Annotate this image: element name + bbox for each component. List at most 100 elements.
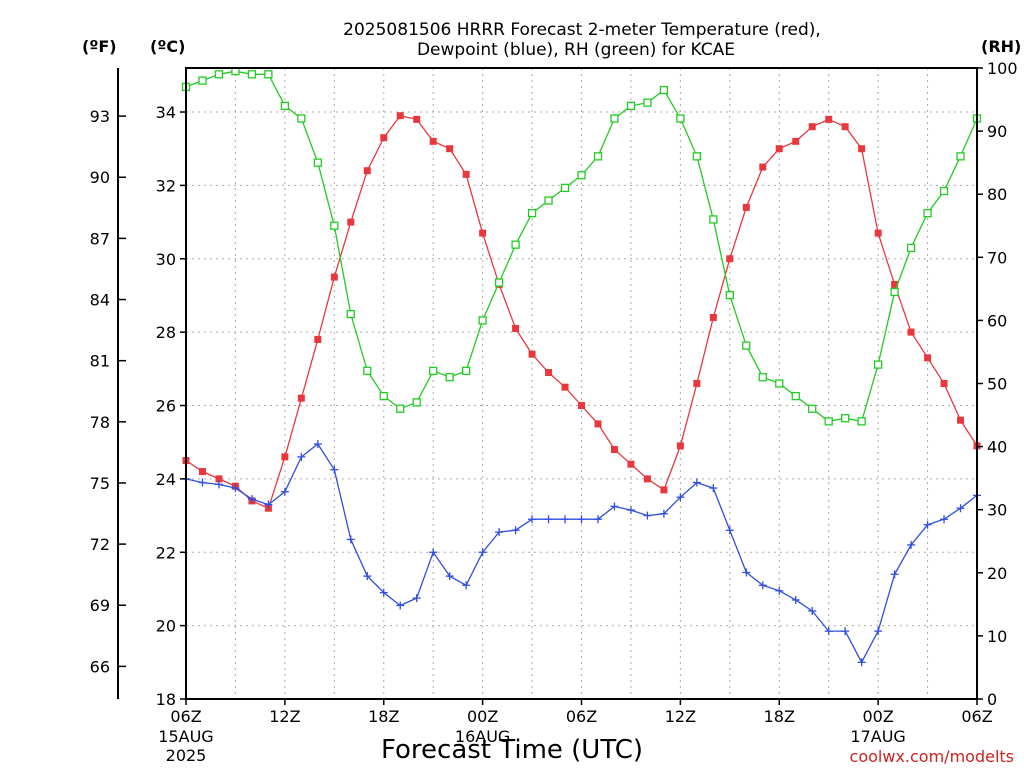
dewpoint-point xyxy=(528,515,537,524)
temperature-point xyxy=(198,468,206,476)
dewpoint-point xyxy=(363,572,372,581)
temperature-point xyxy=(808,123,816,131)
celsius-tick-label: 22 xyxy=(156,543,176,562)
temperature-point xyxy=(578,402,585,410)
dewpoint-point xyxy=(824,627,833,636)
temperature-point xyxy=(363,167,371,175)
dewpoint-point xyxy=(758,581,767,590)
dewpoint-point xyxy=(841,627,850,636)
rh-point xyxy=(643,98,652,107)
fahrenheit-tick-label: 66 xyxy=(90,657,110,676)
dewpoint-point xyxy=(462,581,471,590)
temperature-point xyxy=(528,350,536,358)
dewpoint-point xyxy=(956,504,965,513)
dewpoint-point xyxy=(214,480,223,489)
rh-point xyxy=(808,404,817,413)
temperature-point xyxy=(561,383,569,391)
rh-point xyxy=(659,85,669,95)
celsius-tick-label: 32 xyxy=(156,176,176,195)
celsius-tick-label: 28 xyxy=(156,323,176,342)
dewpoint-point xyxy=(610,502,619,511)
rh-point xyxy=(396,404,405,413)
temperature-point xyxy=(742,203,750,211)
dewpoint-point xyxy=(692,478,701,487)
rh-point xyxy=(461,366,471,376)
rh-tick-label: 90 xyxy=(987,122,1007,141)
fahrenheit-tick-label: 93 xyxy=(90,107,110,126)
rh-point xyxy=(280,101,290,111)
temperature-point xyxy=(775,145,783,153)
chart-title-line-1: 2025081506 HRRR Forecast 2-meter Tempera… xyxy=(343,20,821,40)
rh-point xyxy=(906,243,916,252)
rh-point xyxy=(956,152,965,161)
dewpoint-point xyxy=(495,528,504,537)
rh-point xyxy=(890,287,899,297)
rh-point xyxy=(445,373,454,382)
temperature-point xyxy=(940,380,948,387)
dewpoint-point xyxy=(511,526,520,535)
x-tick-label: 12Z xyxy=(665,707,696,726)
temperature-point xyxy=(660,486,668,494)
celsius-tick-label: 34 xyxy=(156,103,176,122)
fahrenheit-axis-unit: (ºF) xyxy=(82,37,117,56)
rh-point xyxy=(923,208,932,218)
rh-point xyxy=(742,341,751,350)
dewpoint-point xyxy=(396,601,405,610)
temperature-point xyxy=(314,335,322,343)
rh-point xyxy=(494,278,504,287)
temperature-point xyxy=(726,255,734,263)
fahrenheit-tick-label: 69 xyxy=(90,596,110,615)
x-tick-label: 18Z xyxy=(764,707,795,726)
dewpoint-point xyxy=(775,586,784,595)
credit-label: coolwx.com/modelts xyxy=(850,747,1014,766)
rh-tick-label: 10 xyxy=(987,627,1007,646)
rh-point xyxy=(544,196,553,205)
rh-tick-label: 100 xyxy=(987,59,1018,78)
rh-point xyxy=(610,114,619,123)
rh-tick-label: 80 xyxy=(987,185,1007,204)
grid-lines xyxy=(186,68,977,699)
temperature-point xyxy=(825,115,833,123)
rh-tick-label: 0 xyxy=(987,690,997,709)
rh-point xyxy=(560,183,570,193)
dewpoint-point xyxy=(544,515,553,524)
rh-point xyxy=(297,114,306,123)
dewpoint-point xyxy=(940,515,949,524)
rh-point xyxy=(379,391,388,401)
rh-point xyxy=(247,70,257,79)
dewpoint-point xyxy=(313,440,322,449)
dewpoint-point xyxy=(445,572,454,581)
temperature-point xyxy=(545,368,553,376)
temperature-point xyxy=(512,324,520,332)
x-date-label: 17AUG xyxy=(850,727,905,746)
dewpoint-point xyxy=(857,658,866,667)
temperature-point xyxy=(627,460,635,468)
temperature-point xyxy=(446,145,454,153)
temperature-point xyxy=(643,475,651,483)
temperature-point xyxy=(759,163,767,171)
x-tick-label: 12Z xyxy=(269,707,300,726)
temperature-point xyxy=(462,170,470,178)
temperature-point xyxy=(792,137,800,145)
temperature-point xyxy=(215,475,223,483)
rh-tick-label: 60 xyxy=(987,311,1007,330)
rh-point xyxy=(692,152,702,161)
fahrenheit-tick-label: 90 xyxy=(90,168,110,187)
temperature-point xyxy=(891,280,899,288)
rh-point xyxy=(857,417,866,426)
x-tick-label: 00Z xyxy=(467,707,498,726)
dewpoint-point xyxy=(379,588,388,597)
dewpoint-point xyxy=(231,484,240,493)
dewpoint-point xyxy=(742,568,751,577)
rh-point xyxy=(313,158,322,167)
x-date-label: 2025 xyxy=(166,746,207,765)
fahrenheit-tick-label: 78 xyxy=(90,413,110,432)
dewpoint-point xyxy=(577,515,586,524)
dewpoint-point xyxy=(478,548,487,557)
chart-title-line-2: Dewpoint (blue), RH (green) for KCAE xyxy=(417,40,735,60)
temperature-point xyxy=(413,115,421,123)
fahrenheit-tick-label: 75 xyxy=(90,474,110,493)
rh-point xyxy=(429,366,438,376)
x-axis-label: Forecast Time (UTC) xyxy=(381,735,643,765)
dewpoint-point xyxy=(791,595,800,604)
